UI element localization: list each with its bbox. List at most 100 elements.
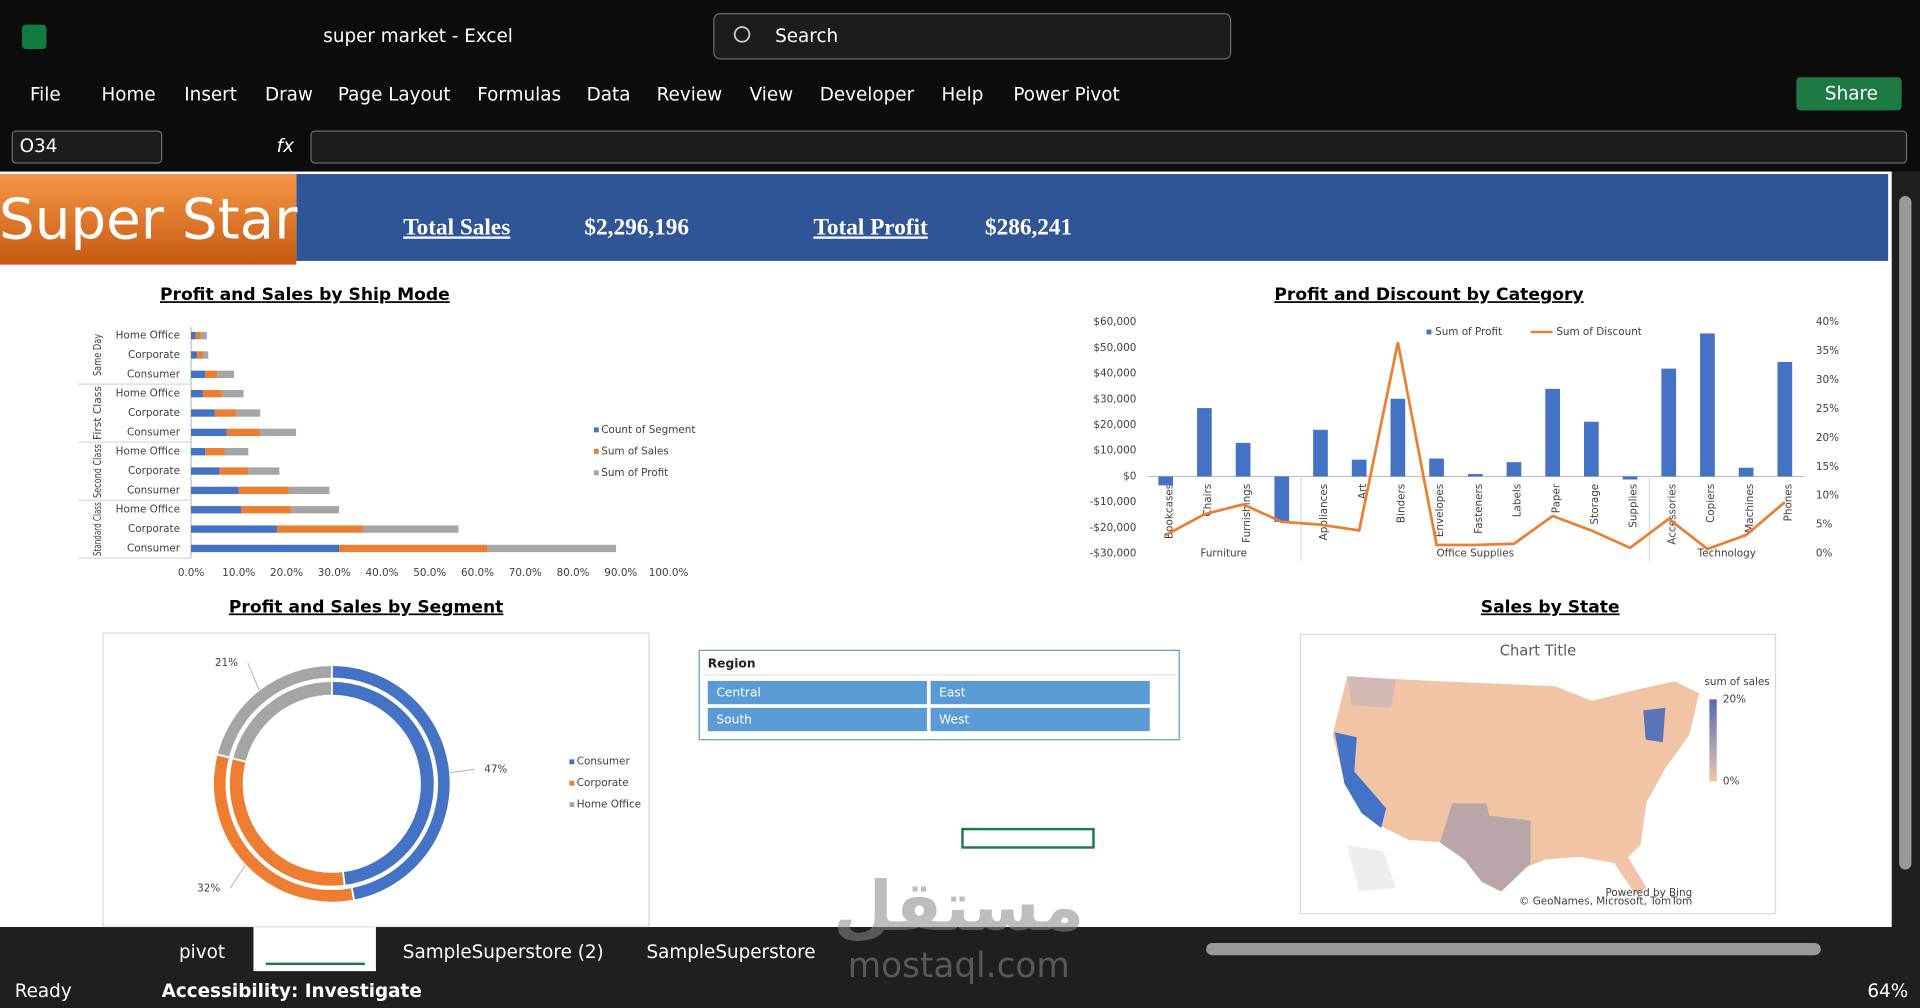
v-scroll-thumb[interactable] [1899,196,1912,870]
category-label: Accessories [1666,484,1678,545]
bar-segment [291,506,340,514]
x-tick-label: 100.0% [649,567,689,579]
y-tick-label: -$20,000 [1090,522,1137,534]
category-label: Chairs [1202,484,1214,517]
bar-segment [362,525,459,533]
ribbon-tab[interactable]: Home [101,85,155,106]
bar-segment [339,544,488,553]
bar [1313,429,1328,477]
leader-line [450,769,475,773]
slicer-item[interactable] [930,707,1150,732]
legend-tick: 20% [1723,693,1746,705]
bar [1506,462,1522,477]
sheet-tab[interactable]: SampleSuperstore [646,942,815,963]
ribbon-tab[interactable]: Page Layout [338,85,451,106]
legend-label: Count of Segment [601,424,695,436]
y-tick-label: $30,000 [1093,393,1136,405]
sheet-tab[interactable]: SampleSuperstore (2) [403,942,604,963]
us-states [1331,675,1701,895]
legend-gradient [1709,699,1717,782]
category-label: Home Office [116,446,180,458]
status-accessibility: Accessibility: Investigate [162,981,422,1002]
banner [296,174,1889,261]
bar-segment [238,486,289,495]
legend-swatch [569,802,575,808]
legend-swatch [593,448,599,454]
bar-segment [191,351,198,359]
legend-swatch [569,780,575,786]
name-box[interactable] [11,130,163,164]
category-label: Consumer [127,426,181,438]
category-label: Home Office [116,504,180,516]
x-tick-label: 0.0% [178,567,205,579]
status-zoom: 64% [1867,981,1908,1002]
slicer-title: Region [708,656,756,670]
status-mode: Ready [15,981,72,1002]
bar-segment [191,331,196,340]
category-label: Corporate [128,523,180,535]
kpi-value: $286,241 [985,214,1072,240]
bar [1467,474,1483,477]
excel-icon [22,24,47,50]
search-box[interactable] [713,12,1232,60]
y-tick-label: $20,000 [1093,419,1136,431]
bar-segment [219,467,249,475]
y2-tick-label: 10% [1816,490,1839,502]
ribbon-tab[interactable]: File [30,85,61,106]
category-label: Consumer [127,484,181,496]
bar [1351,459,1367,477]
share-button[interactable] [1796,77,1902,111]
ribbon-tab[interactable]: View [750,85,794,106]
bar-segment [260,428,297,437]
category-label: Consumer [127,542,181,554]
bar-segment [222,390,244,398]
ribbon-tab[interactable]: Review [657,85,723,106]
ribbon-tab[interactable]: Help [942,85,984,106]
share-label: Share [1825,83,1878,104]
category-label: Supplies [1628,484,1640,528]
alaska [1346,845,1396,892]
slicer-item[interactable] [930,680,1150,705]
bar [1777,361,1793,477]
legend-swatch [569,759,575,765]
legend-label: Sum of Discount [1556,326,1642,338]
ribbon-tab[interactable]: Insert [184,85,237,106]
legend-swatch [593,427,599,433]
bar-segment [191,448,206,456]
category-label: Storage [1589,484,1601,525]
legend-swatch [1426,329,1432,335]
bar-segment [205,370,218,378]
map-credit: Powered by Bing [1606,887,1693,899]
sheet-tab[interactable]: dashboard [266,937,363,958]
y-tick-label: $0 [1123,470,1136,482]
selected-cell[interactable] [961,827,1095,849]
chart-title: Sales by State [1481,597,1620,617]
ribbon-tab[interactable]: Power Pivot [1013,85,1119,106]
formula-input[interactable] [310,130,1908,164]
legend-title: sum of sales [1704,676,1769,688]
map-credit: © GeoNames, Microsoft, TomTom [1519,895,1692,907]
ribbon-tab[interactable]: Formulas [477,85,561,106]
sheet-tab[interactable]: pivot [179,942,225,963]
bar-segment [191,428,227,437]
group-label: First Class [92,386,104,440]
search-icon [733,26,751,43]
group-label: Office Supplies [1436,548,1514,560]
leader-line [247,662,260,691]
ribbon-tab[interactable]: Developer [820,85,915,106]
h-scroll-thumb[interactable] [1206,942,1821,956]
y2-tick-label: 30% [1816,374,1839,386]
name-box-value: O34 [20,136,58,157]
slicer-item[interactable] [707,707,927,732]
slicer-item[interactable] [707,680,927,705]
ribbon-tab[interactable]: Draw [265,85,313,106]
category-label: Copiers [1705,484,1717,523]
category-label: Corporate [128,349,180,361]
x-tick-label: 60.0% [461,567,494,579]
bar [1158,476,1174,486]
bar-segment [241,506,292,514]
group-label: Second Class [92,444,104,498]
chart-title: Profit and Discount by Category [1274,285,1583,305]
map-chart-title: Chart Title [1500,643,1577,660]
ribbon-tab[interactable]: Data [587,85,631,106]
